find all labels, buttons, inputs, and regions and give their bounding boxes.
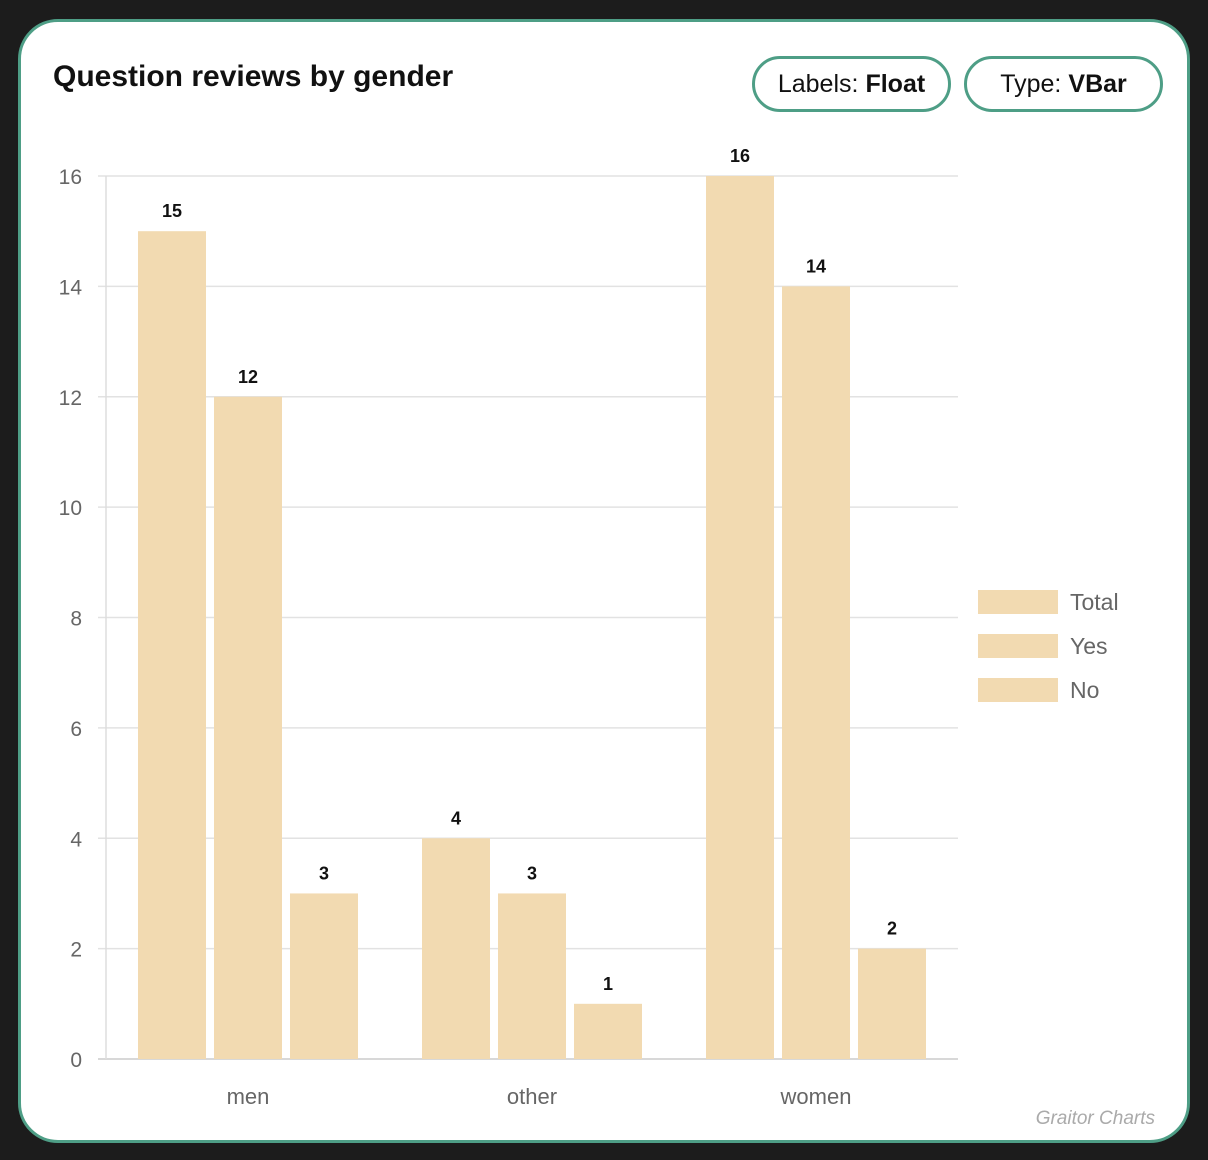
y-tick-label: 2 [70, 939, 82, 962]
bar-other-no[interactable] [574, 1003, 642, 1059]
y-tick-label: 12 [59, 387, 82, 410]
data-label: 4 [451, 808, 461, 828]
y-tick-label: 14 [59, 276, 83, 299]
data-label: 3 [527, 863, 537, 883]
y-tick-label: 10 [59, 497, 82, 520]
legend-label-no[interactable]: No [1070, 677, 1099, 703]
x-tick-label: men [227, 1084, 270, 1109]
legend-swatch-total[interactable] [978, 590, 1058, 614]
data-label: 1 [603, 974, 613, 994]
labels-toggle-button[interactable]: Labels: Float [752, 56, 951, 112]
y-tick-label: 4 [70, 828, 82, 851]
data-label: 3 [319, 863, 329, 883]
legend-swatch-yes[interactable] [978, 634, 1058, 658]
data-label: 15 [162, 201, 182, 221]
y-tick-label: 16 [59, 166, 82, 189]
bar-chart: 0 2 4 6 8 10 12 14 16 15 12 3 men 4 3 1 other 16 14 2 women T… [59, 146, 1119, 1109]
labels-toggle-prefix: Labels: [777, 69, 859, 98]
bar-other-yes[interactable] [498, 893, 566, 1059]
data-label: 2 [887, 919, 897, 939]
data-label: 12 [238, 367, 258, 387]
bar-men-yes[interactable] [214, 396, 282, 1059]
data-label: 16 [730, 146, 750, 166]
legend-swatch-no[interactable] [978, 678, 1058, 702]
chart-title: Question reviews by gender [53, 60, 454, 93]
type-toggle-prefix: Type: [1000, 69, 1062, 98]
bar-women-no[interactable] [858, 948, 926, 1059]
bar-women-yes[interactable] [782, 286, 850, 1059]
bar-men-no[interactable] [290, 893, 358, 1059]
bar-other-total[interactable] [422, 838, 490, 1059]
data-label: 14 [806, 256, 826, 276]
legend-label-yes[interactable]: Yes [1070, 633, 1108, 659]
x-tick-label: other [507, 1084, 557, 1109]
y-tick-label: 0 [70, 1049, 82, 1072]
type-toggle-button[interactable]: Type: VBar [964, 56, 1163, 112]
type-toggle-value: VBar [1068, 69, 1127, 98]
bar-women-total[interactable] [706, 176, 774, 1059]
legend-label-total[interactable]: Total [1070, 589, 1119, 615]
chart-card: Question reviews by gender Labels: Float… [18, 19, 1190, 1143]
labels-toggle-value: Float [865, 69, 926, 98]
y-tick-label: 8 [70, 608, 82, 631]
chart-credit: Graitor Charts [1035, 1108, 1155, 1129]
y-tick-label: 6 [70, 718, 82, 741]
x-tick-label: women [780, 1084, 852, 1109]
bar-men-total[interactable] [138, 231, 206, 1059]
